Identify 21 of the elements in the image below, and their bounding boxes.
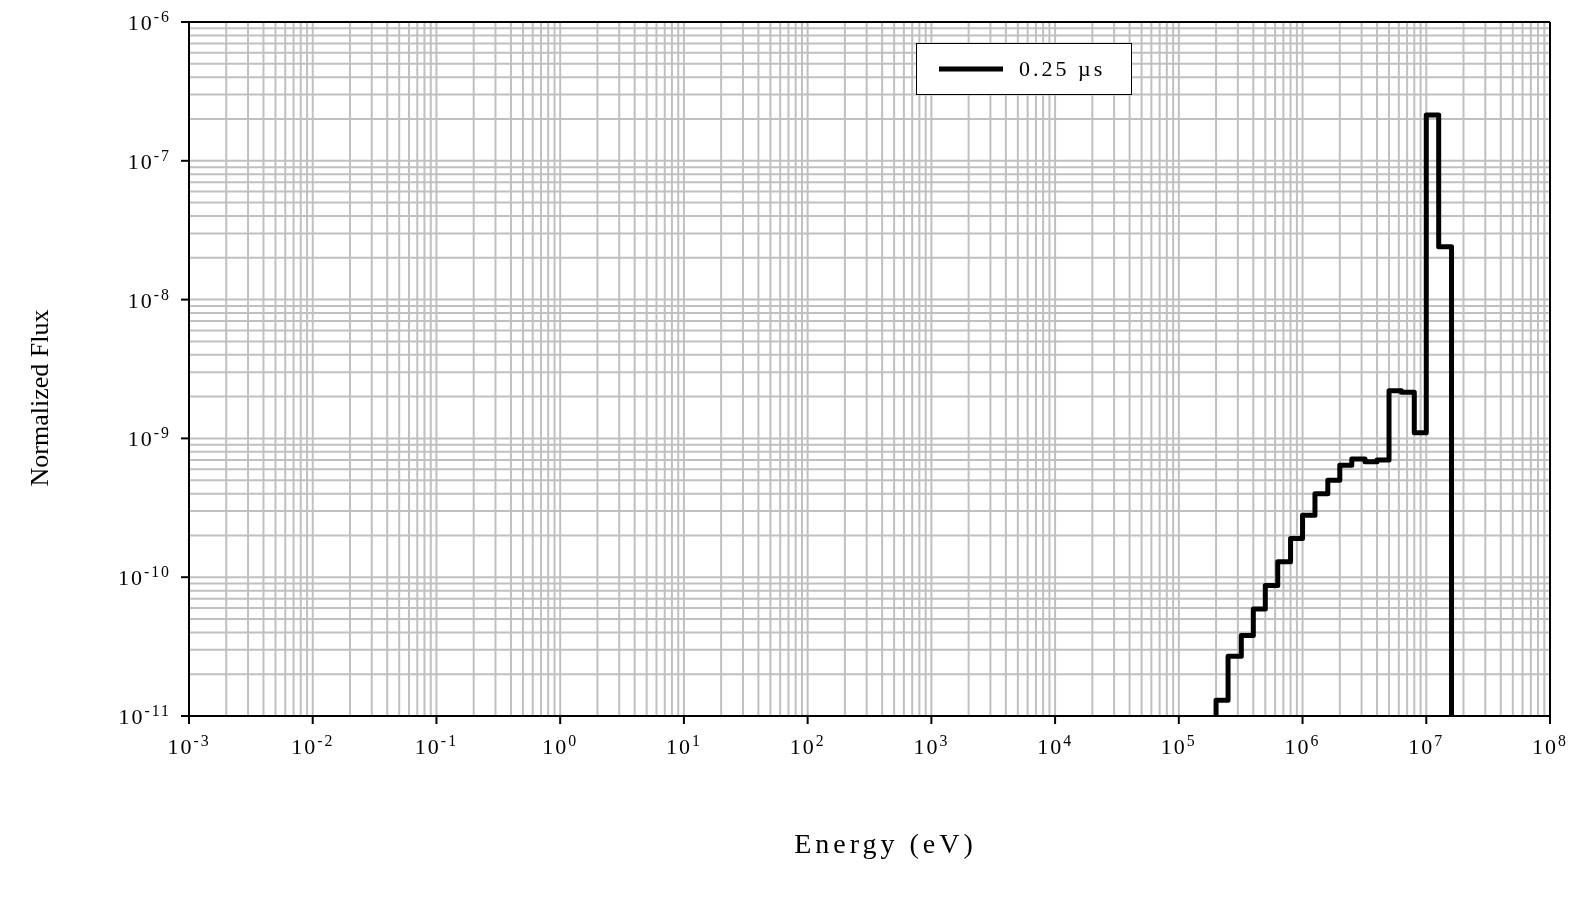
x-tick-label: 10$^{4}$ [1037, 731, 1074, 759]
x-tick-label: 10$^{0}$ [542, 731, 579, 759]
x-tick-label: 10$^{8}$ [1532, 731, 1568, 759]
y-tick-label: 10$^{-8}$ [127, 285, 171, 313]
x-tick-label: 10$^{-3}$ [167, 731, 211, 759]
x-tick-label: 10$^{2}$ [789, 731, 826, 759]
y-tick-label: 10$^{-9}$ [127, 423, 171, 452]
x-axis-title: Energy (eV) [793, 828, 978, 860]
y-tick-label: 10$^{-11}$ [118, 701, 171, 729]
y-tick-label: 10$^{-7}$ [127, 146, 171, 174]
legend-label: 0.25 µs [1019, 56, 1106, 82]
x-tick-label: 10$^{6}$ [1284, 731, 1321, 759]
x-tick-label: 10$^{1}$ [665, 731, 702, 759]
x-tick-label: 10$^{-2}$ [291, 731, 335, 759]
x-tick-label: 10$^{3}$ [913, 731, 950, 759]
y-tick-label: 10$^{-10}$ [117, 562, 171, 591]
x-tick-label: 10$^{7}$ [1408, 731, 1445, 759]
x-tick-label: 10$^{5}$ [1160, 731, 1197, 759]
y-tick-label: 10$^{-6}$ [127, 7, 171, 35]
y-axis-title: Normalized Flux [25, 309, 55, 487]
x-tick-label: 10$^{-1}$ [414, 731, 459, 759]
